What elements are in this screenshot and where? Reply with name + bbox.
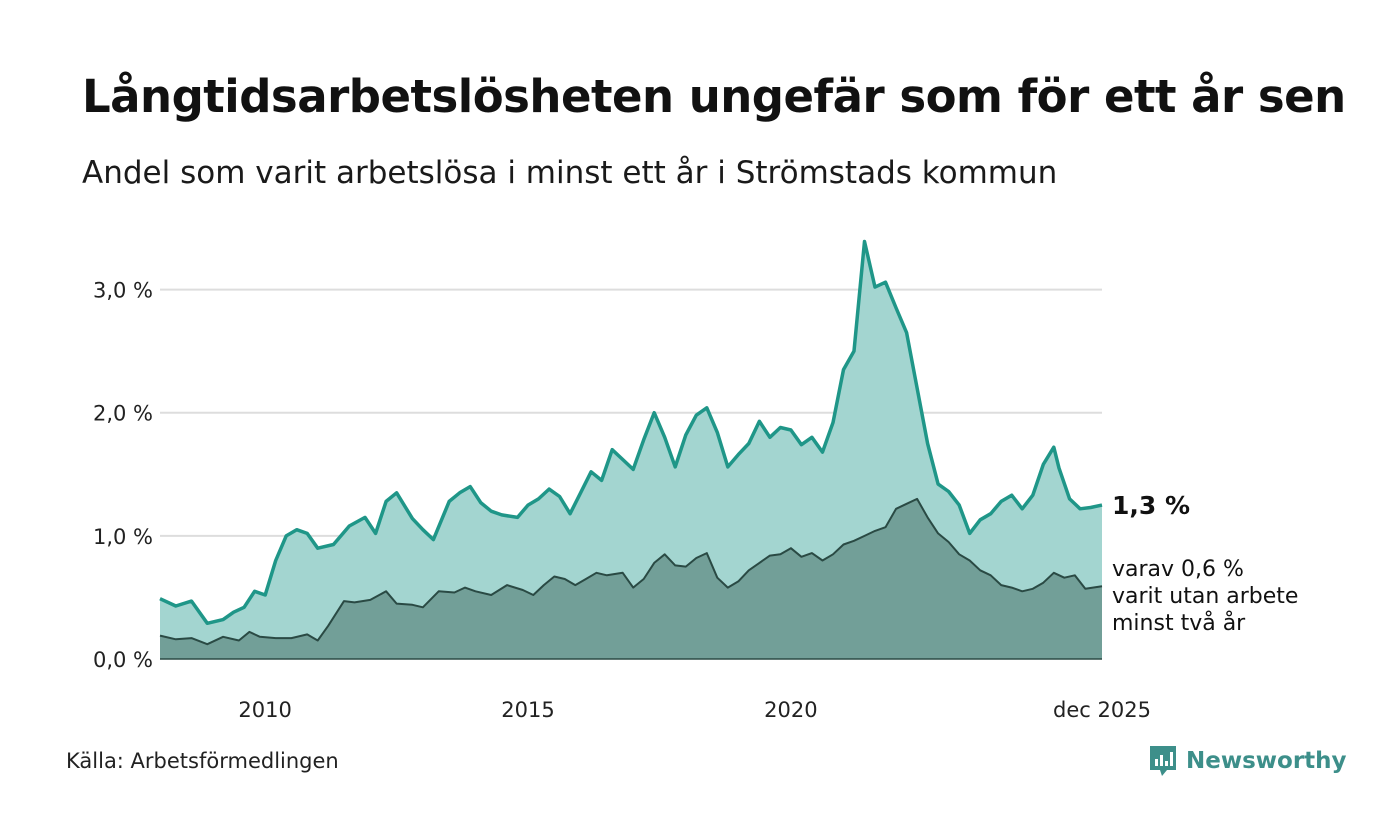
y-tick-label-2: 2,0 % bbox=[93, 402, 153, 426]
y-tick-label-3: 3,0 % bbox=[93, 279, 153, 303]
series-line-total bbox=[159, 239, 1103, 626]
newsworthy-chart-bubble-icon bbox=[1150, 746, 1176, 776]
area-layer bbox=[159, 239, 1103, 659]
sub-value-label-line2: varit utan arbete bbox=[1112, 584, 1298, 609]
sub-value-label-line1: varav 0,6 % bbox=[1112, 557, 1244, 582]
series-line-sub bbox=[159, 497, 1103, 646]
x-tick-label-2: 2020 bbox=[764, 698, 817, 722]
area-sub bbox=[160, 498, 1102, 659]
chart-subtitle: Andel som varit arbetslösa i minst ett å… bbox=[82, 155, 1058, 191]
brand-logo: Newsworthy bbox=[1148, 744, 1347, 778]
source-note: Källa: Arbetsförmedlingen bbox=[66, 749, 339, 773]
total-value-label: 1,3 % bbox=[1112, 491, 1190, 520]
y-tick-label-0: 0,0 % bbox=[93, 648, 153, 672]
x-tick-label-0: 2010 bbox=[238, 698, 291, 722]
chart-title: Långtidsarbetslösheten ungefär som för e… bbox=[82, 70, 1346, 123]
y-tick-label-1: 1,0 % bbox=[93, 525, 153, 549]
axis-layer: 0,0 % 1,0 % 2,0 % 3,0 % 2010 2015 2020 dec 2025 bbox=[93, 279, 1151, 722]
sub-value-label-line3: minst två år bbox=[1112, 610, 1246, 636]
x-tick-label-3: dec 2025 bbox=[1053, 698, 1151, 722]
x-tick-label-1: 2015 bbox=[501, 698, 554, 722]
brand-name: Newsworthy bbox=[1186, 748, 1347, 774]
